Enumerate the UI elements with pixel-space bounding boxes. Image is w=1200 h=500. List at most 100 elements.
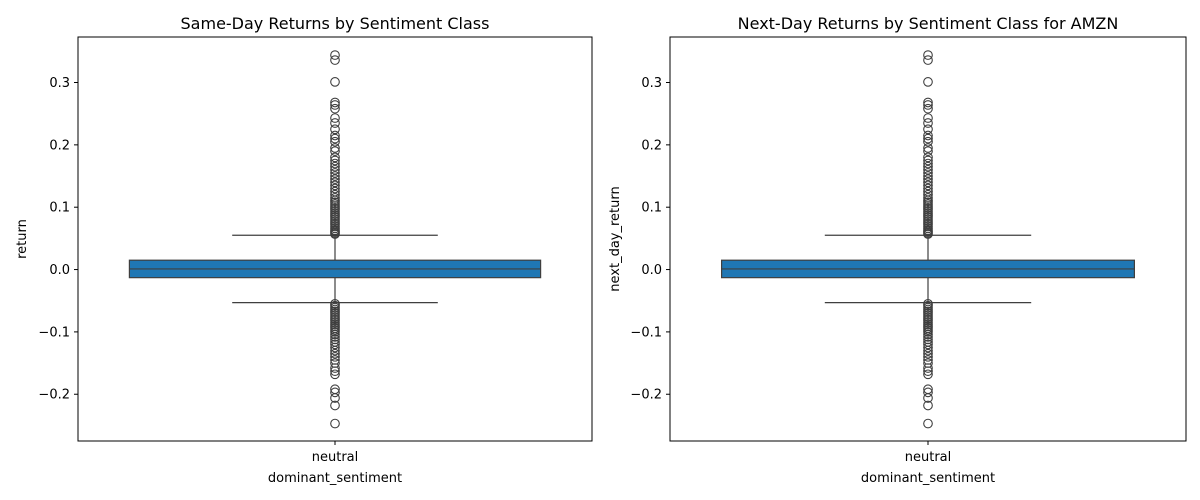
outlier-point bbox=[330, 97, 340, 108]
y-tick-label: 0.3 bbox=[641, 76, 662, 91]
outlier-point bbox=[923, 77, 933, 87]
y-tick-label: −0.2 bbox=[38, 388, 70, 403]
outlier-point bbox=[330, 183, 340, 194]
outlier-point bbox=[923, 177, 933, 188]
outlier-point bbox=[330, 161, 340, 172]
outlier-point bbox=[923, 164, 933, 175]
outlier-point bbox=[923, 418, 933, 429]
y-tick-label: 0.2 bbox=[49, 138, 70, 153]
outlier-point bbox=[923, 143, 933, 153]
outlier-point bbox=[923, 158, 933, 169]
outlier-point bbox=[923, 180, 933, 191]
outlier-point bbox=[330, 189, 340, 200]
outlier-point bbox=[330, 168, 340, 178]
y-tick-label: −0.2 bbox=[630, 388, 662, 403]
outlier-point bbox=[330, 133, 340, 144]
outlier-point bbox=[330, 180, 340, 191]
outlier-point bbox=[923, 339, 933, 350]
outlier-point bbox=[923, 351, 933, 362]
outlier-point bbox=[330, 327, 340, 337]
outlier-point bbox=[923, 387, 933, 398]
plot-frame bbox=[77, 36, 593, 442]
outlier-point bbox=[923, 363, 933, 373]
outlier-point bbox=[923, 329, 933, 340]
outlier-point bbox=[330, 143, 340, 153]
outlier-point bbox=[330, 329, 340, 340]
outlier-point bbox=[923, 369, 933, 380]
outlier-point bbox=[330, 164, 340, 175]
outlier-point bbox=[923, 393, 933, 403]
chart-panel-same-day: Same-Day Returns by Sentiment Class domi… bbox=[15, 14, 593, 486]
outlier-point bbox=[330, 366, 340, 377]
outlier-point bbox=[330, 369, 340, 380]
outlier-point bbox=[330, 155, 340, 166]
outlier-point bbox=[923, 97, 933, 108]
outlier-point bbox=[923, 189, 933, 200]
outlier-point bbox=[330, 193, 340, 203]
outlier-point bbox=[330, 152, 340, 163]
outlier-point bbox=[330, 418, 340, 429]
outlier-point bbox=[330, 118, 340, 128]
outlier-point bbox=[330, 186, 340, 197]
x-axis-label: dominant_sentiment bbox=[861, 471, 995, 486]
outlier-point bbox=[330, 177, 340, 188]
outlier-point bbox=[330, 393, 340, 403]
outlier-point bbox=[923, 133, 933, 144]
outlier-point bbox=[923, 342, 933, 353]
outlier-point bbox=[923, 168, 933, 178]
outlier-point bbox=[923, 345, 933, 356]
outlier-point bbox=[330, 339, 340, 350]
outlier-point bbox=[330, 103, 340, 114]
y-tick-label: 0.0 bbox=[49, 263, 70, 278]
outlier-point bbox=[330, 342, 340, 353]
outlier-point bbox=[923, 113, 933, 123]
outlier-point bbox=[923, 348, 933, 359]
y-tick-label: −0.1 bbox=[630, 325, 662, 340]
outlier-point bbox=[923, 136, 933, 147]
y-tick-label: 0.0 bbox=[641, 263, 662, 278]
outlier-point bbox=[923, 327, 933, 337]
y-tick-label: 0.1 bbox=[641, 201, 662, 216]
plot-frame bbox=[669, 36, 1187, 442]
outlier-point bbox=[330, 158, 340, 169]
outlier-point bbox=[923, 332, 933, 342]
outlier-point bbox=[330, 124, 340, 135]
chart-panel-next-day: Next-Day Returns by Sentiment Class for … bbox=[608, 14, 1187, 486]
outlier-point bbox=[923, 55, 933, 65]
outlier-point bbox=[923, 400, 933, 411]
outlier-point bbox=[923, 146, 933, 156]
outlier-point bbox=[923, 366, 933, 377]
outlier-point bbox=[330, 50, 340, 60]
chart-title: Next-Day Returns by Sentiment Class for … bbox=[738, 14, 1119, 33]
outlier-point bbox=[330, 332, 340, 342]
outlier-point bbox=[330, 136, 340, 147]
outlier-point bbox=[330, 113, 340, 123]
outlier-point bbox=[923, 155, 933, 166]
outlier-point bbox=[923, 152, 933, 163]
y-tick-label: 0.2 bbox=[641, 138, 662, 153]
x-axis-label: dominant_sentiment bbox=[268, 471, 402, 486]
chart-title: Same-Day Returns by Sentiment Class bbox=[181, 14, 490, 33]
x-tick-label: neutral bbox=[905, 450, 952, 465]
outlier-point bbox=[330, 77, 340, 87]
outlier-point bbox=[923, 118, 933, 128]
outlier-point bbox=[923, 103, 933, 114]
outlier-point bbox=[330, 348, 340, 359]
outlier-point bbox=[330, 146, 340, 156]
outlier-point bbox=[923, 130, 933, 141]
outlier-point bbox=[330, 171, 340, 181]
outlier-point bbox=[923, 100, 933, 110]
outlier-point bbox=[923, 171, 933, 181]
outlier-point bbox=[330, 345, 340, 356]
outlier-point bbox=[330, 387, 340, 398]
outlier-point bbox=[923, 174, 933, 184]
x-tick-label: neutral bbox=[312, 450, 359, 465]
outlier-point bbox=[923, 186, 933, 197]
outlier-point bbox=[330, 55, 340, 65]
y-tick-label: 0.1 bbox=[49, 201, 70, 216]
outlier-point bbox=[923, 124, 933, 135]
y-axis-label: return bbox=[15, 219, 30, 259]
outlier-point bbox=[923, 161, 933, 172]
outlier-point bbox=[330, 174, 340, 184]
